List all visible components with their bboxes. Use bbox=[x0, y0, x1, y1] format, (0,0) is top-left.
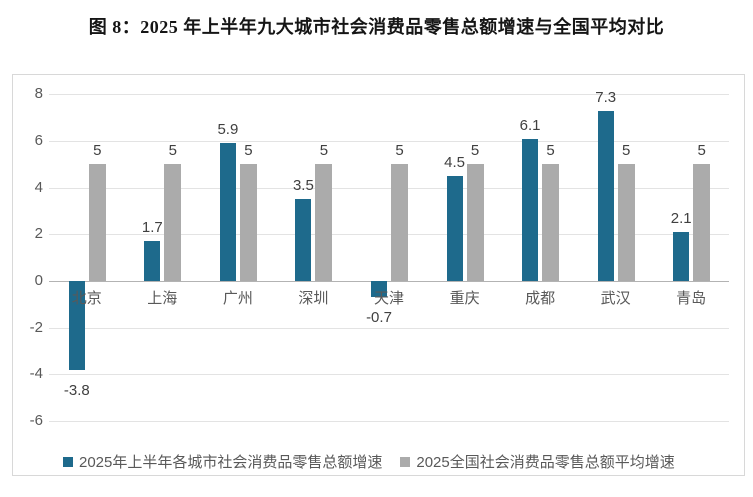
national-bar bbox=[239, 164, 257, 281]
zero-axis-line bbox=[49, 281, 729, 282]
city-bar bbox=[219, 143, 236, 281]
city-bar bbox=[371, 281, 387, 298]
gridline bbox=[49, 421, 729, 422]
city-value-label: 3.5 bbox=[292, 177, 314, 195]
city-bar bbox=[295, 199, 312, 281]
national-value-label: 5 bbox=[244, 142, 253, 160]
x-axis-label: 成都 bbox=[525, 290, 556, 307]
x-axis-label: 北京 bbox=[71, 290, 102, 307]
x-axis-label: 上海 bbox=[147, 290, 178, 307]
y-tick-label: -6 bbox=[29, 412, 43, 429]
x-axis-label: 武汉 bbox=[600, 290, 631, 307]
city-value-label: 6.1 bbox=[519, 116, 541, 134]
x-axis-label: 青岛 bbox=[676, 290, 707, 307]
city-value-label: -3.8 bbox=[63, 381, 90, 399]
national-bar bbox=[315, 164, 333, 281]
gridline bbox=[49, 94, 729, 96]
national-value-label: 5 bbox=[395, 142, 404, 160]
x-axis-label: 深圳 bbox=[298, 290, 329, 307]
legend-label-national: 2025全国社会消费品零售总额平均增速 bbox=[416, 454, 675, 471]
national-value-label: 5 bbox=[319, 142, 329, 160]
city-bar bbox=[673, 232, 690, 281]
x-axis-label: 重庆 bbox=[449, 290, 480, 307]
national-value-label: 5 bbox=[546, 142, 555, 160]
gridline bbox=[49, 374, 729, 376]
city-value-label: 5.9 bbox=[217, 121, 239, 139]
gridline bbox=[49, 327, 729, 329]
city-value-label: 2.1 bbox=[670, 210, 692, 227]
chart-legend: 2025年上半年各城市社会消费品零售总额增速 2025全国社会消费品零售总额平均… bbox=[63, 451, 734, 472]
y-tick-label: 2 bbox=[34, 225, 43, 243]
x-axis-label: 天津 bbox=[373, 290, 404, 307]
gridline bbox=[49, 234, 729, 236]
y-tick-label: -4 bbox=[29, 365, 43, 383]
y-tick-label: 4 bbox=[34, 178, 43, 196]
city-bar bbox=[522, 138, 539, 281]
y-tick-label: 0 bbox=[34, 272, 43, 289]
national-value-label: 5 bbox=[168, 142, 177, 160]
chart-panel: 2025年上半年各城市社会消费品零售总额增速 2025全国社会消费品零售总额平均… bbox=[12, 74, 745, 476]
city-bar bbox=[597, 110, 614, 281]
legend-item-national: 2025全国社会消费品零售总额平均增速 bbox=[400, 451, 675, 472]
city-value-label: -0.7 bbox=[366, 309, 392, 327]
figure-title: 图 8：2025 年上半年九大城市社会消费品零售总额增速与全国平均对比 bbox=[88, 17, 665, 37]
y-tick-label: 6 bbox=[34, 132, 43, 149]
y-tick-label: -2 bbox=[29, 318, 43, 336]
y-tick-label: 8 bbox=[34, 85, 43, 103]
legend-label-city: 2025年上半年各城市社会消费品零售总额增速 bbox=[79, 454, 383, 471]
national-bar bbox=[693, 164, 711, 281]
x-axis-label: 广州 bbox=[222, 290, 253, 307]
legend-item-city: 2025年上半年各城市社会消费品零售总额增速 bbox=[63, 451, 382, 472]
city-value-label: 1.7 bbox=[141, 219, 163, 237]
national-value-label: 5 bbox=[93, 142, 102, 160]
national-value-label: 5 bbox=[697, 142, 706, 160]
gridline bbox=[49, 187, 729, 189]
city-value-label: 7.3 bbox=[595, 88, 617, 106]
city-bar bbox=[68, 281, 85, 370]
national-bar bbox=[164, 164, 182, 281]
national-bar bbox=[542, 164, 560, 281]
city-value-label: 4.5 bbox=[444, 154, 466, 171]
gridline bbox=[49, 141, 729, 142]
city-bar bbox=[144, 241, 161, 281]
national-bar bbox=[466, 164, 484, 281]
national-bar bbox=[617, 164, 635, 281]
city-bar bbox=[446, 176, 463, 281]
national-value-label: 5 bbox=[470, 142, 480, 160]
national-bar bbox=[88, 164, 106, 281]
legend-swatch-city-icon bbox=[63, 456, 73, 467]
legend-swatch-national-icon bbox=[400, 456, 411, 467]
national-value-label: 5 bbox=[622, 142, 631, 160]
national-bar bbox=[391, 164, 408, 281]
